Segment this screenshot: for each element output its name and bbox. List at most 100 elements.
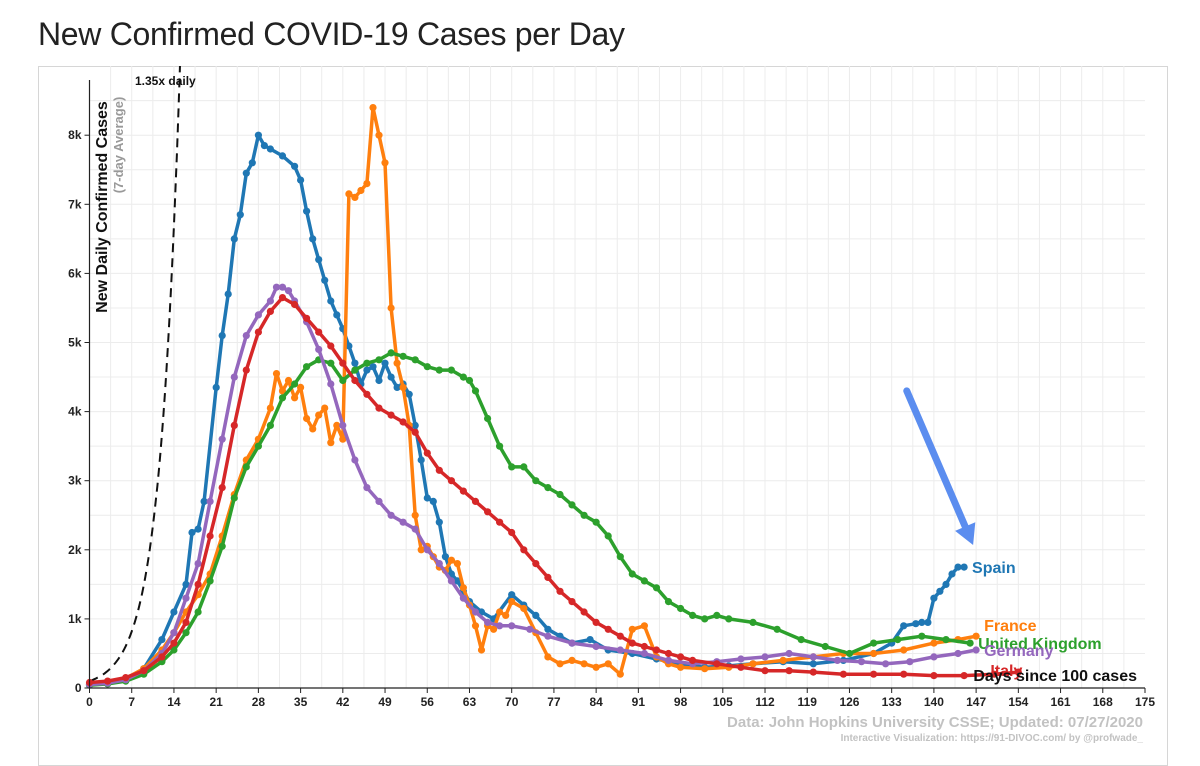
data-point-spain — [435, 518, 443, 526]
data-point-france — [278, 387, 287, 395]
data-point-france — [339, 435, 347, 443]
data-point-spain — [218, 332, 226, 340]
y-tick-label: 5k — [68, 336, 82, 350]
data-point-spain — [158, 636, 166, 644]
page-title: New Confirmed COVID-19 Cases per Day — [38, 16, 625, 52]
data-point-germany — [508, 622, 516, 630]
data-point-italy — [652, 646, 661, 654]
data-point-united-kingdom — [652, 584, 661, 592]
data-point-united-kingdom — [966, 639, 974, 647]
data-point-italy — [230, 421, 238, 429]
data-point-spain — [369, 363, 377, 371]
data-point-italy — [520, 546, 528, 554]
data-point-france — [369, 104, 377, 112]
data-point-germany — [857, 658, 866, 666]
data-point-italy — [761, 667, 769, 675]
data-point-united-kingdom — [170, 646, 178, 654]
data-point-united-kingdom — [580, 511, 588, 519]
data-point-france — [393, 359, 401, 367]
data-point-spain — [960, 563, 968, 571]
data-point-france — [321, 404, 329, 412]
data-point-united-kingdom — [435, 366, 443, 374]
data-point-italy — [339, 359, 347, 367]
data-point-france — [471, 622, 480, 630]
data-point-italy — [315, 328, 323, 336]
data-point-spain — [405, 390, 413, 398]
annotation-arrow-shaft — [903, 387, 972, 536]
data-point-france — [580, 660, 588, 668]
data-point-germany — [278, 283, 287, 291]
data-point-germany — [484, 618, 492, 627]
data-point-united-kingdom — [532, 477, 540, 485]
data-point-italy — [508, 528, 516, 537]
data-point-spain — [230, 235, 238, 243]
source-note: Data: John Hopkins University CSSE; Upda… — [727, 714, 1143, 731]
data-point-spain — [182, 580, 190, 589]
data-point-spain — [224, 290, 232, 298]
data-point-italy — [423, 449, 431, 457]
data-point-germany — [170, 629, 178, 637]
grid-lines — [89, 66, 1145, 688]
data-point-united-kingdom — [387, 349, 395, 357]
data-point-spain — [381, 359, 389, 367]
data-point-spain — [809, 660, 817, 668]
data-point-france — [417, 546, 425, 554]
data-point-spain — [266, 145, 274, 153]
data-point-united-kingdom — [749, 618, 757, 627]
data-point-united-kingdom — [773, 625, 781, 633]
data-point-france — [477, 646, 486, 654]
y-tick-label: 1k — [68, 612, 82, 626]
data-point-italy — [677, 653, 685, 661]
data-point-united-kingdom — [363, 359, 371, 367]
data-point-germany — [616, 646, 624, 654]
data-point-italy — [278, 294, 287, 302]
data-point-united-kingdom — [218, 542, 226, 550]
data-point-italy — [839, 670, 848, 678]
data-point-spain — [345, 342, 353, 350]
labels: New Daily Confirmed Cases (7-day Average)… — [94, 74, 1143, 744]
data-point-italy — [713, 660, 721, 668]
data-point-germany — [182, 594, 190, 602]
data-point-spain — [441, 553, 449, 561]
x-tick-label: 56 — [421, 695, 435, 709]
data-point-germany — [242, 332, 250, 340]
data-point-germany — [447, 577, 455, 585]
x-tick-label: 14 — [167, 695, 181, 709]
data-point-france — [616, 670, 624, 678]
data-point-united-kingdom — [339, 376, 347, 385]
data-point-united-kingdom — [230, 494, 238, 502]
data-point-united-kingdom — [423, 363, 431, 371]
series-label-spain: Spain — [972, 560, 1016, 577]
data-point-italy — [960, 672, 968, 680]
data-point-germany — [640, 649, 649, 658]
data-point-germany — [339, 421, 347, 429]
data-point-france — [568, 656, 576, 665]
data-point-france — [459, 584, 467, 592]
data-point-united-kingdom — [797, 636, 805, 644]
data-point-united-kingdom — [870, 639, 878, 647]
data-point-spain — [423, 494, 431, 502]
data-point-italy — [303, 314, 311, 322]
data-point-germany — [266, 297, 274, 305]
y-tick-label: 2k — [68, 543, 82, 557]
data-point-spain — [532, 611, 540, 620]
data-point-france — [297, 383, 305, 391]
data-point-spain — [544, 625, 552, 633]
series-spain — [85, 131, 968, 689]
x-tick-label: 168 — [1093, 695, 1113, 709]
data-point-germany — [435, 560, 443, 568]
data-point-italy — [182, 618, 190, 627]
x-tick-label: 28 — [252, 695, 266, 709]
x-tick-label: 70 — [505, 695, 519, 709]
data-point-france — [411, 511, 419, 519]
data-point-spain — [248, 159, 256, 167]
x-tick-label: 77 — [547, 695, 561, 709]
series-italy — [85, 294, 1022, 687]
data-point-spain — [912, 620, 920, 628]
x-tick-label: 154 — [1008, 695, 1028, 709]
data-point-italy — [689, 656, 697, 665]
data-point-italy — [104, 677, 112, 685]
data-point-germany — [664, 656, 673, 665]
data-point-italy — [375, 404, 383, 412]
data-point-united-kingdom — [544, 484, 552, 492]
